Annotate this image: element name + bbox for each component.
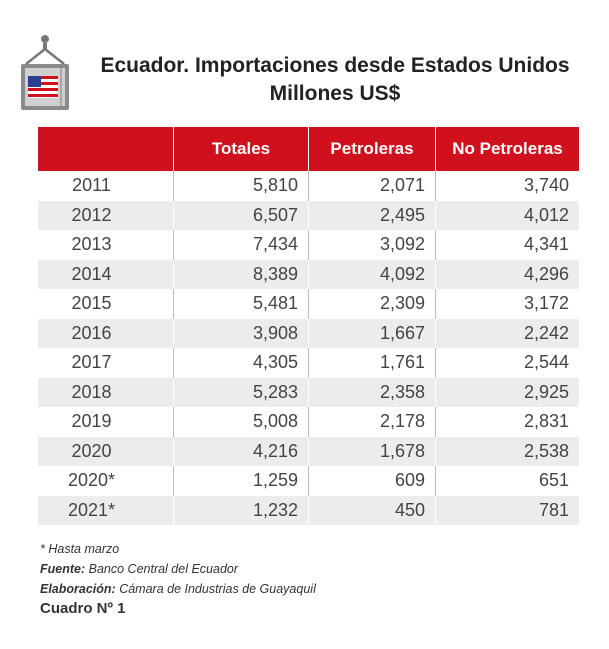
cell-year: 2016	[71, 322, 112, 343]
cell-totales: 5,481	[173, 289, 308, 319]
cell-year: 2011	[72, 175, 111, 195]
table-row: 2012 6,507 2,495 4,012	[38, 200, 579, 230]
cell-totales: 5,008	[173, 407, 308, 437]
shipping-container-icon	[21, 35, 69, 110]
cell-year: 2020	[71, 440, 112, 461]
cell-petroleras: 4,092	[308, 259, 435, 289]
cell-year: 2014	[71, 263, 112, 284]
note-elaboracion: Elaboración: Cámara de Industrias de Gua…	[40, 582, 316, 596]
cell-totales: 6,507	[173, 200, 308, 230]
table-row: 2021* 1,232 450 781	[38, 495, 579, 525]
cell-year: 2017	[71, 352, 112, 372]
table-body: 2011 5,810 2,071 3,740 2012 6,507 2,495 4,012 20…	[38, 171, 579, 525]
cell-totales: 5,810	[173, 171, 308, 201]
imports-table: Totales Petroleras No Petroleras 2011 5,8…	[38, 127, 579, 525]
table-caption: Cuadro Nº 1	[40, 600, 126, 617]
table-row: 2020* 1,259 609 651	[38, 466, 579, 496]
cell-totales: 5,283	[173, 377, 308, 407]
cell-no-petroleras: 3,172	[435, 289, 579, 319]
cell-no-petroleras: 4,012	[435, 200, 579, 230]
footnotes: * Hasta marzo Fuente: Banco Central del …	[40, 539, 316, 599]
page-title: Ecuador. Importaciones desde Estados Uni…	[80, 52, 590, 108]
cell-no-petroleras: 2,538	[435, 436, 579, 466]
cell-no-petroleras: 2,242	[435, 318, 579, 348]
title-line-1: Ecuador. Importaciones desde Estados Uni…	[100, 54, 570, 77]
cell-petroleras: 2,071	[308, 171, 435, 201]
cell-petroleras: 2,309	[308, 289, 435, 319]
cell-no-petroleras: 651	[435, 466, 579, 496]
cell-year: 2021*	[67, 499, 116, 520]
table-row: 2015 5,481 2,309 3,172	[38, 289, 579, 319]
cell-no-petroleras: 781	[435, 495, 579, 525]
cell-totales: 7,434	[173, 230, 308, 260]
cell-no-petroleras: 2,544	[435, 348, 579, 378]
cell-year: 2020*	[67, 470, 116, 490]
header-no-petroleras: No Petroleras	[435, 127, 579, 171]
cell-totales: 4,216	[173, 436, 308, 466]
cell-petroleras: 2,495	[308, 200, 435, 230]
cell-totales: 3,908	[173, 318, 308, 348]
table-row: 2011 5,810 2,071 3,740	[38, 171, 579, 201]
cell-year: 2019	[71, 411, 112, 431]
cell-no-petroleras: 3,740	[435, 171, 579, 201]
note-hasta-marzo: * Hasta marzo	[40, 542, 120, 556]
table-row: 2014 8,389 4,092 4,296	[38, 259, 579, 289]
table-header: Totales Petroleras No Petroleras	[38, 127, 579, 171]
cell-no-petroleras: 4,341	[435, 230, 579, 260]
header: Ecuador. Importaciones desde Estados Uni…	[18, 28, 598, 114]
cell-petroleras: 1,667	[308, 318, 435, 348]
table-row: 2017 4,305 1,761 2,544	[38, 348, 579, 378]
cell-year: 2018	[71, 381, 112, 402]
cell-totales: 8,389	[173, 259, 308, 289]
cell-year: 2015	[71, 293, 112, 313]
cell-totales: 1,232	[173, 495, 308, 525]
table-row: 2018 5,283 2,358 2,925	[38, 377, 579, 407]
cell-petroleras: 609	[308, 466, 435, 496]
header-year	[38, 127, 173, 171]
table-row: 2016 3,908 1,667 2,242	[38, 318, 579, 348]
title-line-2: Millones US$	[269, 82, 401, 105]
cell-petroleras: 2,178	[308, 407, 435, 437]
cell-no-petroleras: 2,925	[435, 377, 579, 407]
cell-totales: 1,259	[173, 466, 308, 496]
us-flag-icon	[28, 76, 58, 98]
cell-petroleras: 450	[308, 495, 435, 525]
cell-year: 2012	[71, 204, 112, 225]
cell-petroleras: 3,092	[308, 230, 435, 260]
table-row: 2019 5,008 2,178 2,831	[38, 407, 579, 437]
cell-year: 2013	[71, 234, 112, 254]
cell-petroleras: 2,358	[308, 377, 435, 407]
header-petroleras: Petroleras	[308, 127, 435, 171]
table-row: 2013 7,434 3,092 4,341	[38, 230, 579, 260]
cell-petroleras: 1,761	[308, 348, 435, 378]
header-totales: Totales	[173, 127, 308, 171]
cell-petroleras: 1,678	[308, 436, 435, 466]
cell-totales: 4,305	[173, 348, 308, 378]
table-row: 2020 4,216 1,678 2,538	[38, 436, 579, 466]
cell-no-petroleras: 2,831	[435, 407, 579, 437]
cell-no-petroleras: 4,296	[435, 259, 579, 289]
note-fuente: Fuente: Banco Central del Ecuador	[40, 562, 239, 576]
